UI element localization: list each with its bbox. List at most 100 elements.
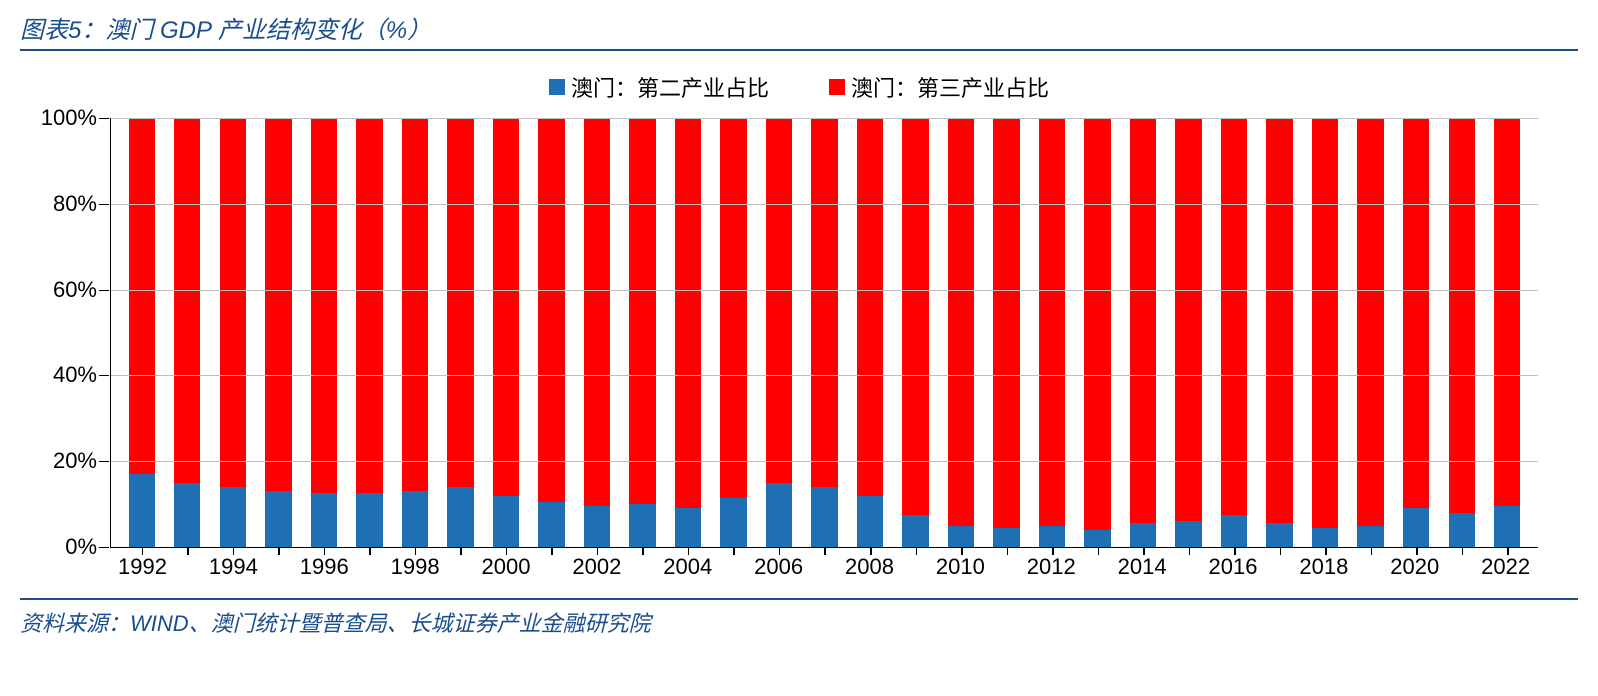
x-axis-label: 2012 [1027,548,1076,588]
bar-segment-secondary [1221,515,1247,547]
x-axis-label [440,548,482,588]
y-axis-label: 80% [53,191,97,217]
stacked-bar [1449,118,1475,547]
chart-footer: 资料来源：WIND、澳门统计暨普查局、长城证券产业金融研究院 [20,598,1578,638]
y-axis-label: 40% [53,362,97,388]
bar-slot [1166,118,1212,547]
bars-container [111,118,1538,547]
bar-segment-secondary [538,502,564,547]
legend-item-tertiary: 澳门：第三产业占比 [829,71,1049,103]
x-axis-label [349,548,391,588]
legend-label-secondary: 澳门：第二产业占比 [571,71,769,103]
stacked-bar [1357,118,1383,547]
stacked-bar [493,118,519,547]
bar-segment-secondary [1403,508,1429,547]
x-axis-label: 1994 [209,548,258,588]
bar-segment-tertiary [1221,118,1247,515]
gridline [111,461,1538,462]
stacked-bar [265,118,291,547]
x-axis-label: 2022 [1481,548,1530,588]
bar-segment-tertiary [857,118,883,496]
bar-segment-secondary [1312,528,1338,547]
bar-segment-tertiary [811,118,837,487]
chart-area: 0%20%40%60%80%100% 199219941996199820002… [110,118,1538,588]
bar-slot [165,118,211,547]
stacked-bar [1494,118,1520,547]
x-axis-label [167,548,209,588]
y-tick [99,204,109,205]
bar-segment-secondary [493,496,519,547]
bar-segment-secondary [720,498,746,547]
bar-segment-tertiary [766,118,792,483]
y-axis-label: 100% [41,105,97,131]
y-tick [99,290,109,291]
bar-segment-tertiary [402,118,428,491]
x-axis-label [530,548,572,588]
bar-segment-secondary [1449,513,1475,547]
y-axis-label: 60% [53,277,97,303]
bar-slot [665,118,711,547]
bar-slot [1029,118,1075,547]
x-axis-label [621,548,663,588]
bar-segment-tertiary [675,118,701,508]
stacked-bar [129,118,155,547]
x-axis-label: 2020 [1390,548,1439,588]
bar-segment-secondary [1130,523,1156,547]
x-axis-label [894,548,936,588]
bar-slot [1484,118,1530,547]
stacked-bar [1403,118,1429,547]
bar-slot [301,118,347,547]
bar-segment-secondary [766,483,792,547]
bar-slot [438,118,484,547]
bar-segment-tertiary [129,118,155,474]
x-axis-label [1439,548,1481,588]
bar-segment-secondary [948,526,974,547]
x-axis-label: 2010 [936,548,985,588]
bar-slot [1075,118,1121,547]
x-axis-label: 2002 [572,548,621,588]
x-axis-labels: 1992199419961998200020022004200620082010… [110,548,1538,588]
bar-segment-secondary [902,515,928,547]
bar-segment-tertiary [1039,118,1065,526]
stacked-bar [629,118,655,547]
bar-segment-tertiary [1266,118,1292,523]
x-axis-label: 1996 [300,548,349,588]
bar-segment-tertiary [902,118,928,515]
x-axis-label: 2014 [1118,548,1167,588]
bar-segment-tertiary [720,118,746,498]
bar-segment-secondary [993,528,1019,547]
bar-segment-secondary [1175,521,1201,547]
bar-slot [847,118,893,547]
bar-segment-secondary [447,487,473,547]
bar-segment-secondary [584,506,610,547]
x-axis-label: 2004 [663,548,712,588]
bar-segment-tertiary [948,118,974,526]
bar-slot [1393,118,1439,547]
bar-segment-tertiary [584,118,610,506]
y-tick [99,547,109,548]
bar-segment-secondary [1266,523,1292,547]
bar-slot [893,118,939,547]
x-axis-label: 2006 [754,548,803,588]
bar-segment-secondary [857,496,883,547]
bar-segment-tertiary [174,118,200,483]
source-text: 资料来源：WIND、澳门统计暨普查局、长城证券产业金融研究院 [20,606,1578,638]
bar-segment-tertiary [1494,118,1520,506]
y-tick [99,375,109,376]
stacked-bar [311,118,337,547]
stacked-bar [766,118,792,547]
x-axis-label [803,548,845,588]
bar-segment-secondary [1084,530,1110,547]
chart-title: 图表5：澳门 GDP 产业结构变化（%） [20,10,1578,45]
bar-slot [574,118,620,547]
gridline [111,204,1538,205]
gridline [111,375,1538,376]
stacked-bar [1175,118,1201,547]
chart-legend: 澳门：第二产业占比 澳门：第三产业占比 [20,71,1578,103]
bar-slot [256,118,302,547]
bar-slot [392,118,438,547]
bar-slot [1257,118,1303,547]
bar-segment-tertiary [220,118,246,487]
stacked-bar [356,118,382,547]
x-axis-label: 1992 [118,548,167,588]
